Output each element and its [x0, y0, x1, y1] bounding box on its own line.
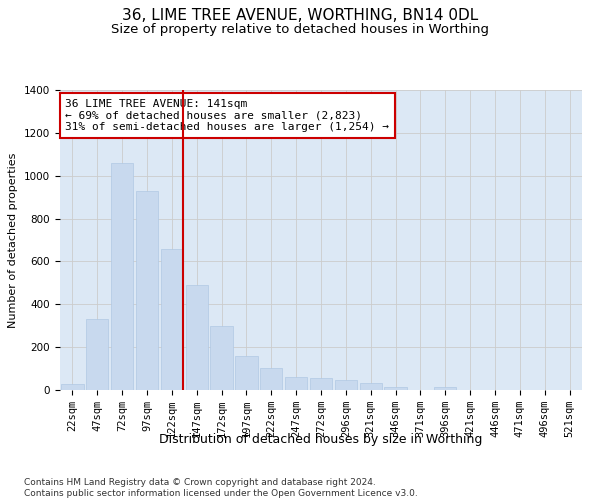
- Bar: [211, 326, 233, 390]
- Y-axis label: Number of detached properties: Number of detached properties: [8, 152, 19, 328]
- Text: Contains HM Land Registry data © Crown copyright and database right 2024.
Contai: Contains HM Land Registry data © Crown c…: [24, 478, 418, 498]
- Bar: [359, 382, 382, 390]
- Bar: [136, 190, 158, 390]
- Bar: [434, 387, 457, 390]
- Bar: [86, 320, 109, 390]
- Bar: [111, 163, 133, 390]
- Bar: [161, 248, 183, 390]
- Text: 36 LIME TREE AVENUE: 141sqm
← 69% of detached houses are smaller (2,823)
31% of : 36 LIME TREE AVENUE: 141sqm ← 69% of det…: [65, 99, 389, 132]
- Bar: [335, 380, 357, 390]
- Bar: [310, 378, 332, 390]
- Bar: [385, 387, 407, 390]
- Text: Size of property relative to detached houses in Worthing: Size of property relative to detached ho…: [111, 22, 489, 36]
- Bar: [185, 285, 208, 390]
- Text: Distribution of detached houses by size in Worthing: Distribution of detached houses by size …: [160, 432, 482, 446]
- Bar: [61, 384, 83, 390]
- Bar: [260, 368, 283, 390]
- Bar: [235, 356, 257, 390]
- Text: 36, LIME TREE AVENUE, WORTHING, BN14 0DL: 36, LIME TREE AVENUE, WORTHING, BN14 0DL: [122, 8, 478, 22]
- Bar: [285, 377, 307, 390]
